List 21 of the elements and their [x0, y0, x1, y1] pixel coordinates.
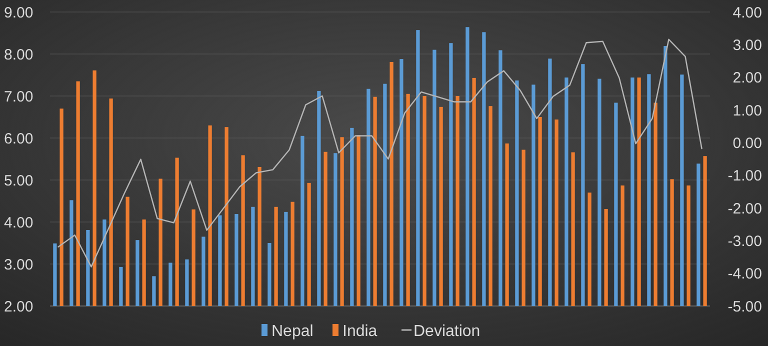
legend-label: India [342, 323, 378, 340]
y-tick-label: 2.00 [4, 298, 34, 316]
y2-tick-label: 2.00 [732, 70, 762, 87]
y2-tick-label: 4.00 [732, 4, 762, 22]
legend-label: Deviation [414, 323, 480, 340]
y-tick-label: 3.00 [4, 256, 34, 274]
y-tick-label: 6.00 [4, 130, 34, 148]
y-tick-label: 4.00 [4, 214, 34, 232]
y2-tick-label: -2.00 [728, 200, 762, 218]
y-tick-label: 8.00 [4, 46, 34, 64]
y2-tick-label: -5.00 [728, 298, 762, 316]
y2-tick-label: -3.00 [728, 232, 762, 250]
y2-tick-label: 1.00 [732, 102, 762, 120]
y2-tick-label: 0.00 [732, 134, 762, 152]
y-tick-label: 9.00 [4, 4, 34, 22]
y2-tick-label: -4.00 [728, 266, 762, 283]
y2-tick-label: 3.00 [732, 36, 762, 54]
y-tick-label: 5.00 [4, 172, 34, 190]
y2-tick-label: -1.00 [728, 168, 762, 185]
legend-label: Nepal [272, 323, 314, 340]
y-tick-label: 7.00 [4, 88, 34, 106]
